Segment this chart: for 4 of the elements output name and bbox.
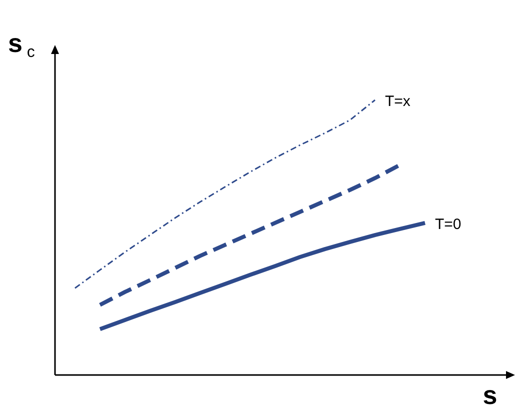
- series-label: T=0: [435, 216, 462, 233]
- y-axis-title: s$_{c}$: [8, 28, 35, 61]
- x-axis-title: s: [482, 380, 498, 409]
- series-label: T=x: [385, 93, 411, 110]
